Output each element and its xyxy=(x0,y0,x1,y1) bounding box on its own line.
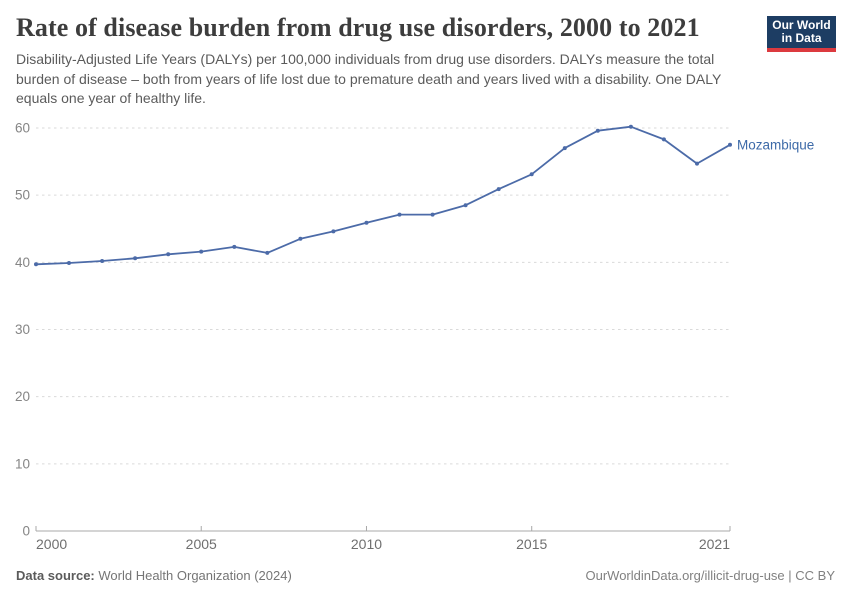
y-axis-tick-label: 10 xyxy=(15,456,30,471)
y-axis-tick-label: 0 xyxy=(22,524,30,539)
data-point[interactable] xyxy=(265,250,270,255)
data-source-label: Data source: xyxy=(16,568,95,583)
data-point[interactable] xyxy=(728,142,732,147)
page-title: Rate of disease burden from drug use dis… xyxy=(16,13,700,42)
data-point[interactable] xyxy=(397,212,402,217)
x-axis-tick-label: 2005 xyxy=(186,536,217,552)
data-point[interactable] xyxy=(34,262,38,267)
y-axis-tick-label: 40 xyxy=(15,255,30,270)
data-source-value: World Health Organization (2024) xyxy=(98,568,292,583)
y-axis-tick-label: 50 xyxy=(15,188,30,203)
data-point[interactable] xyxy=(463,203,468,208)
data-point[interactable] xyxy=(496,187,501,192)
chart-subtitle: Disability-Adjusted Life Years (DALYs) p… xyxy=(16,51,722,106)
owid-logo-line1: Our World xyxy=(772,18,831,32)
data-point[interactable] xyxy=(331,229,336,234)
data-point[interactable] xyxy=(529,172,534,177)
data-point[interactable] xyxy=(628,124,633,129)
data-point[interactable] xyxy=(232,244,237,249)
data-point[interactable] xyxy=(695,161,699,166)
y-axis-tick-label: 30 xyxy=(15,322,30,337)
data-point[interactable] xyxy=(298,236,303,241)
x-axis-tick-label: 2010 xyxy=(351,536,382,552)
data-source-note: Data source: World Health Organization (… xyxy=(16,568,292,583)
data-point[interactable] xyxy=(133,256,138,261)
y-axis-tick-label: 60 xyxy=(15,121,30,136)
data-point[interactable] xyxy=(430,212,435,217)
owid-logo-line2: in Data xyxy=(781,31,822,45)
entity-label-mozambique[interactable]: Mozambique xyxy=(737,137,814,152)
x-axis-tick-label: 2000 xyxy=(36,536,67,552)
data-point[interactable] xyxy=(166,252,171,257)
data-point[interactable] xyxy=(595,128,600,133)
owid-logo[interactable]: Our World in Data xyxy=(767,16,836,52)
x-axis-tick-label: 2021 xyxy=(699,536,730,552)
data-point[interactable] xyxy=(661,137,666,142)
data-point[interactable] xyxy=(364,220,369,225)
data-point[interactable] xyxy=(199,249,204,254)
credit-link[interactable]: OurWorldinData.org/illicit-drug-use | CC… xyxy=(585,568,836,583)
x-axis-tick-label: 2015 xyxy=(516,536,547,552)
data-point[interactable] xyxy=(562,146,567,151)
data-point[interactable] xyxy=(100,259,105,263)
y-axis-tick-label: 20 xyxy=(15,389,30,404)
series-line-mozambique[interactable] xyxy=(35,125,731,266)
data-point[interactable] xyxy=(67,261,71,265)
